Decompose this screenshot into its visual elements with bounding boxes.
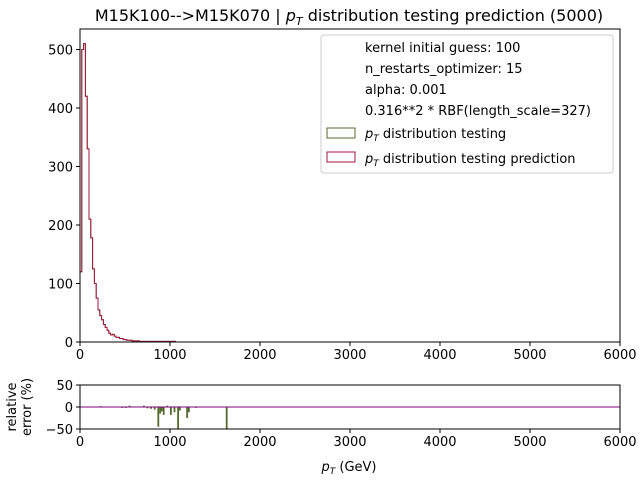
main-y-axis: 0 100 200 300 400 500 <box>48 43 80 351</box>
ratio-y-axis: −50 0 50 <box>46 379 80 438</box>
ratio-bar <box>225 407 228 429</box>
legend-text-kernel: kernel initial guess: 100 <box>365 41 520 56</box>
main-x-tick-label: 0 <box>76 348 84 363</box>
legend-text-alpha: alpha: 0.001 <box>365 83 447 98</box>
legend-swatch-prediction <box>326 151 356 163</box>
ratio-bar <box>150 407 152 409</box>
ratio-x-tick-label: 0 <box>76 435 84 450</box>
x-axis-label: pT (GeV) <box>320 460 376 477</box>
ratio-bar <box>153 407 156 410</box>
prediction-histogram <box>79 43 176 342</box>
chart-title: M15K100-->M15K070 | pT distribution test… <box>95 6 603 28</box>
main-y-tick-label: 200 <box>48 219 73 234</box>
main-y-tick-label: 100 <box>48 277 73 292</box>
ratio-bar <box>128 405 131 407</box>
ratio-x-tick-label: 1000 <box>153 435 186 450</box>
main-histogram <box>79 43 176 342</box>
ratio-bar <box>161 407 163 412</box>
legend-swatch-testing <box>326 127 356 139</box>
ratio-y-tick-label: −50 <box>46 423 73 438</box>
main-x-tick-label: 4000 <box>423 348 456 363</box>
ratio-bar <box>143 405 145 407</box>
legend-label-prediction: pT distribution testing prediction <box>364 152 576 169</box>
legend-label-testing: pT distribution testing <box>364 127 506 144</box>
ratio-y-tick-label: 50 <box>56 379 73 394</box>
ratio-ylabel-line2: error (%) <box>20 378 35 436</box>
ratio-bar <box>166 405 169 407</box>
ratio-ylabel-line1: relative <box>5 382 20 431</box>
main-x-tick-label: 2000 <box>243 348 276 363</box>
ratio-bar <box>173 407 176 413</box>
ratio-x-tick-label: 3000 <box>333 435 366 450</box>
main-x-tick-label: 3000 <box>333 348 366 363</box>
ratio-x-tick-label: 6000 <box>603 435 636 450</box>
ratio-x-tick-label: 4000 <box>423 435 456 450</box>
main-x-tick-label: 5000 <box>513 348 546 363</box>
ratio-bar <box>179 407 181 411</box>
legend: kernel initial guess: 100 n_restarts_opt… <box>320 34 614 174</box>
legend-frame <box>320 34 614 174</box>
main-y-tick-label: 500 <box>48 43 73 58</box>
ratio-bar <box>146 407 149 409</box>
ratio-x-axis: 0 1000 2000 3000 4000 5000 6000 <box>76 429 637 450</box>
main-x-tick-label: 1000 <box>153 348 186 363</box>
ratio-bar <box>170 407 172 415</box>
legend-text-rbf: 0.316**2 * RBF(length_scale=327) <box>365 104 591 119</box>
ratio-bar <box>177 407 179 429</box>
main-x-tick-label: 6000 <box>603 348 636 363</box>
ratio-x-tick-label: 2000 <box>243 435 276 450</box>
ratio-bar <box>162 407 165 415</box>
main-y-tick-label: 300 <box>48 160 73 175</box>
main-x-axis: 0 1000 2000 3000 4000 5000 6000 <box>76 342 637 363</box>
ratio-y-tick-label: 0 <box>65 401 73 416</box>
main-y-tick-label: 0 <box>65 336 73 351</box>
legend-text-restarts: n_restarts_optimizer: 15 <box>365 62 523 77</box>
ratio-bar <box>188 407 190 413</box>
main-y-tick-label: 400 <box>48 102 73 117</box>
ratio-bar <box>186 407 188 418</box>
main-plot: 0 1000 2000 3000 4000 5000 6000 0 100 200 300 400 5… <box>48 28 637 363</box>
ratio-x-tick-label: 5000 <box>513 435 546 450</box>
ratio-bars <box>99 405 228 429</box>
ratio-bar <box>157 407 160 427</box>
ratio-bar <box>159 407 161 414</box>
testing-histogram <box>79 43 176 342</box>
